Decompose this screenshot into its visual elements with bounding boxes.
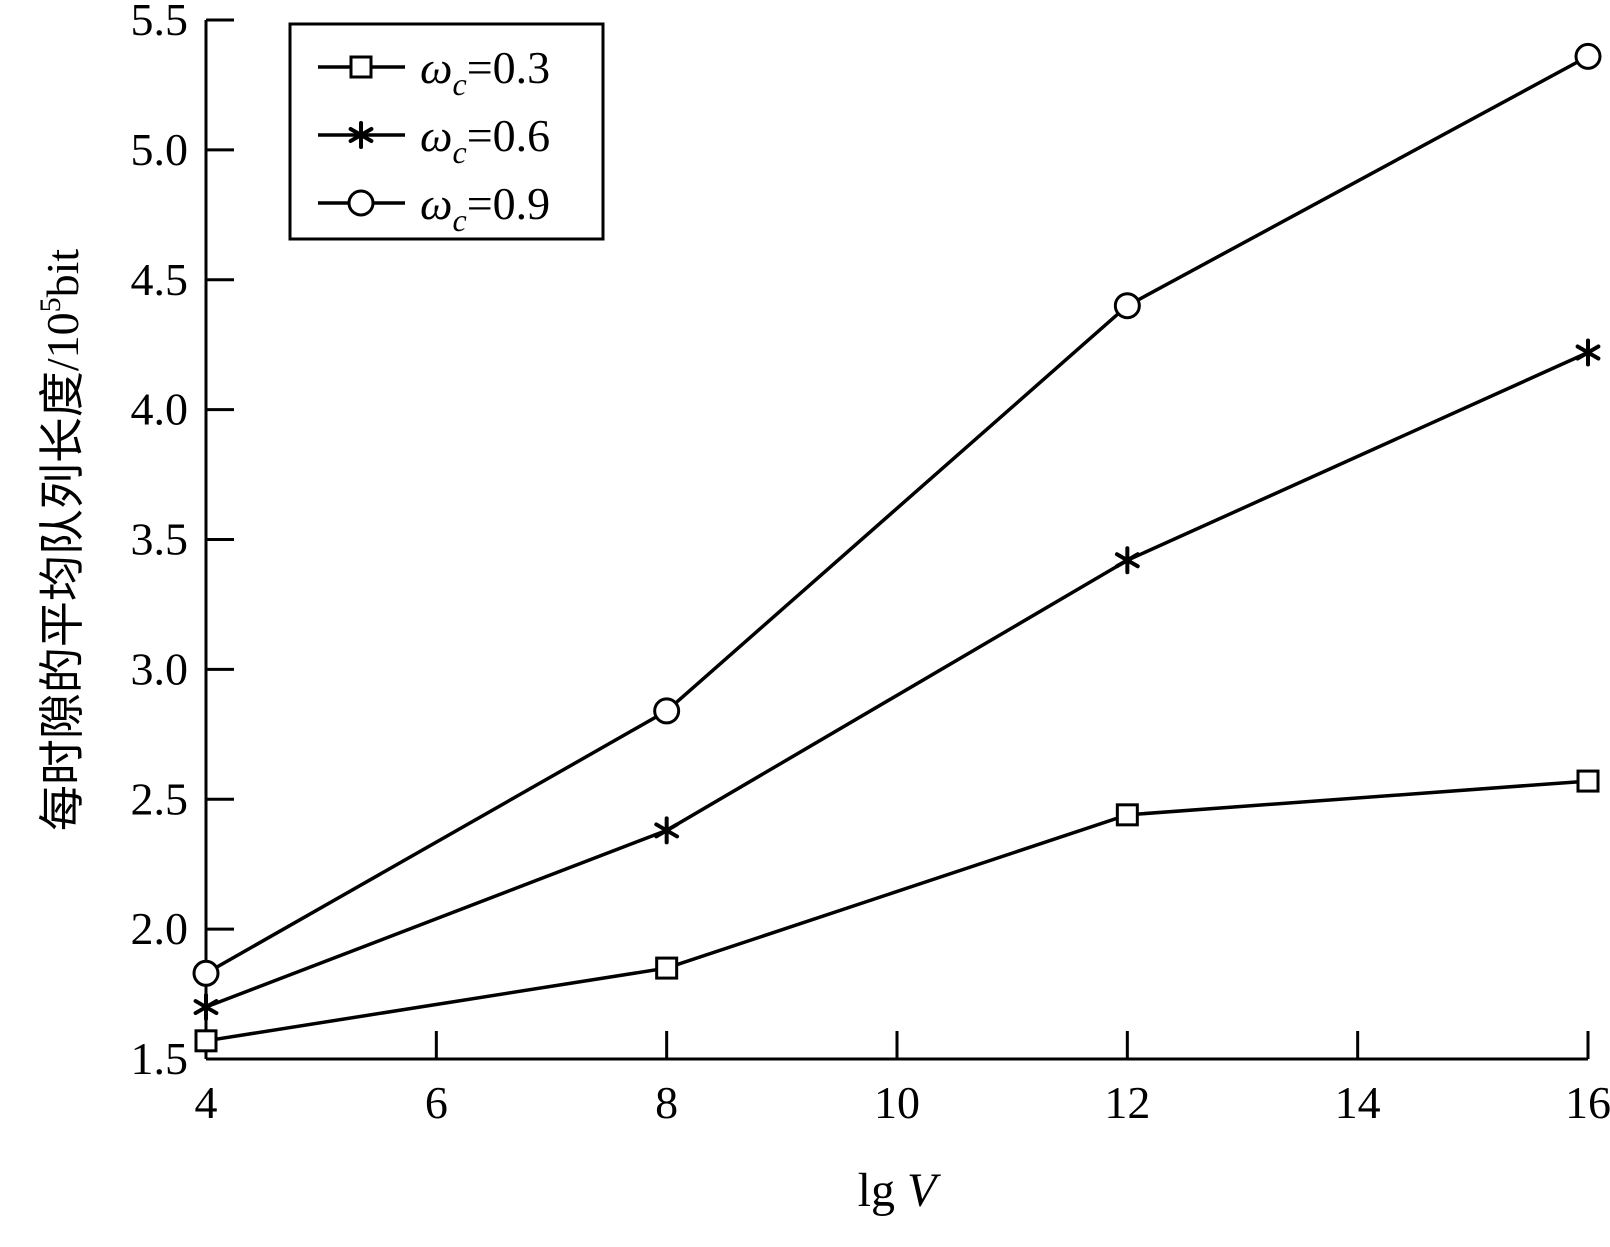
data-point: [656, 818, 677, 842]
y-tick-label: 1.5: [131, 1033, 189, 1084]
data-point: [1578, 340, 1599, 364]
x-tick-label: 12: [1104, 1077, 1150, 1128]
x-tick-label: 14: [1335, 1077, 1381, 1128]
data-point: [196, 995, 217, 1019]
data-point: [1576, 44, 1600, 68]
y-tick-label: 2.0: [131, 903, 189, 954]
y-tick-label: 3.0: [131, 643, 189, 694]
data-point: [655, 699, 679, 723]
y-tick-label: 2.5: [131, 773, 189, 824]
x-tick-label: 4: [195, 1077, 218, 1128]
legend-marker: [351, 57, 371, 77]
data-point: [1117, 805, 1137, 825]
series-line: [206, 352, 1588, 1007]
legend-marker: [349, 191, 373, 215]
x-tick-label: 16: [1565, 1077, 1610, 1128]
y-tick-label: 4.5: [131, 254, 189, 305]
legend: ωc=0.3ωc=0.6ωc=0.9: [290, 24, 603, 239]
x-tick-label: 8: [655, 1077, 678, 1128]
y-tick-label: 3.5: [131, 514, 189, 565]
x-axis-label: lg V: [858, 1164, 941, 1217]
y-tick-label: 4.0: [131, 384, 189, 435]
y-tick-label: 5.5: [131, 0, 189, 45]
series-line: [206, 781, 1588, 1041]
x-tick-label: 10: [874, 1077, 920, 1128]
data-point: [1578, 771, 1598, 791]
data-point: [1115, 294, 1139, 318]
x-tick-label: 6: [425, 1077, 448, 1128]
data-point: [1117, 548, 1138, 572]
data-point: [196, 1031, 216, 1051]
y-axis-label: 每时隙的平均队列长度/105bit: [34, 249, 88, 832]
y-tick-label: 5.0: [131, 124, 189, 175]
data-point: [194, 961, 218, 985]
data-point: [657, 958, 677, 978]
